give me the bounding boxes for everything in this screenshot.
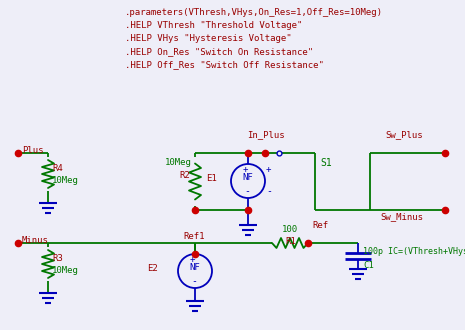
Text: Ref1: Ref1 xyxy=(183,232,205,241)
Text: R1: R1 xyxy=(285,237,296,246)
Text: .HELP On_Res "Switch On Resistance": .HELP On_Res "Switch On Resistance" xyxy=(125,47,313,56)
Text: +: + xyxy=(266,165,272,174)
Text: .HELP VThresh "Threshold Voltage": .HELP VThresh "Threshold Voltage" xyxy=(125,21,302,30)
Text: Sw_Plus: Sw_Plus xyxy=(385,130,423,139)
Text: -: - xyxy=(244,186,250,196)
Text: 10Meg: 10Meg xyxy=(52,266,79,275)
Text: Ref: Ref xyxy=(312,221,328,230)
Text: 10Meg: 10Meg xyxy=(52,176,79,185)
Text: S1: S1 xyxy=(320,158,332,168)
Text: C1: C1 xyxy=(363,261,374,270)
Text: .HELP VHys "Hysteresis Voltage": .HELP VHys "Hysteresis Voltage" xyxy=(125,34,292,43)
Text: NF: NF xyxy=(190,262,200,272)
Text: Minus: Minus xyxy=(22,236,49,245)
Text: In_Plus: In_Plus xyxy=(247,130,285,139)
Text: 100: 100 xyxy=(282,225,298,234)
Text: Sw_Minus: Sw_Minus xyxy=(380,212,423,221)
Text: -: - xyxy=(266,186,272,196)
Text: R2: R2 xyxy=(179,171,190,180)
Text: .parameters(VThresh,VHys,On_Res=1,Off_Res=10Meg): .parameters(VThresh,VHys,On_Res=1,Off_Re… xyxy=(125,8,383,17)
Text: -: - xyxy=(191,276,197,286)
Text: +: + xyxy=(190,255,195,264)
Text: E1: E1 xyxy=(206,174,217,183)
Text: R4: R4 xyxy=(52,164,63,173)
Text: .HELP Off_Res "Switch Off Resistance": .HELP Off_Res "Switch Off Resistance" xyxy=(125,60,324,69)
Text: 10Meg: 10Meg xyxy=(165,158,192,167)
Text: 100p IC=(VThresh+VHys): 100p IC=(VThresh+VHys) xyxy=(363,247,465,256)
Text: +: + xyxy=(243,165,248,174)
Text: E2: E2 xyxy=(147,264,158,273)
Text: R3: R3 xyxy=(52,254,63,263)
Text: NF: NF xyxy=(243,173,253,182)
Text: Plus: Plus xyxy=(22,146,44,155)
